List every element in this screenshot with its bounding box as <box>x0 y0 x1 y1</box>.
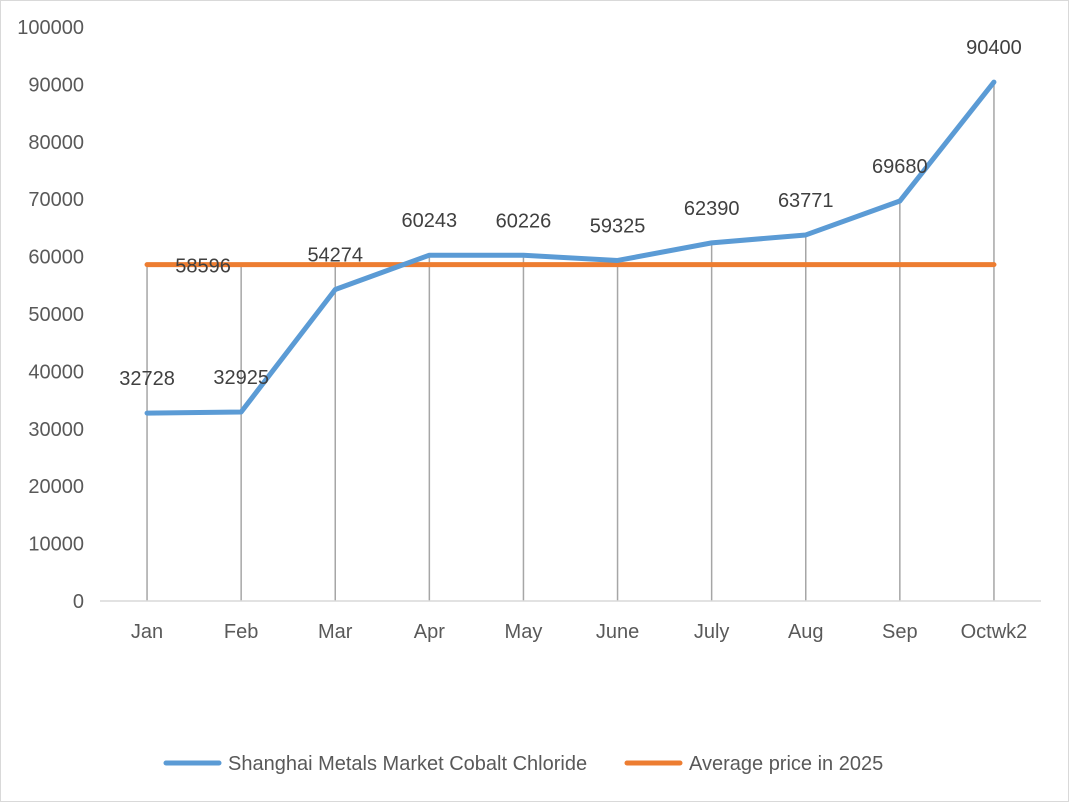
x-tick-label: June <box>596 621 639 643</box>
x-tick-label: Sep <box>882 621 918 643</box>
data-label: 62390 <box>684 198 740 220</box>
y-tick-label: 70000 <box>28 189 84 211</box>
cobalt-chloride-series-line <box>144 79 997 416</box>
y-tick-label: 40000 <box>28 361 84 383</box>
data-label: 54274 <box>307 244 363 266</box>
data-label: 60243 <box>402 210 458 232</box>
drop-lines <box>146 82 995 601</box>
x-tick-label: Feb <box>224 621 258 643</box>
x-tick-label: Apr <box>414 621 445 643</box>
y-tick-label: 30000 <box>28 419 84 441</box>
legend-entry-average-price: Average price in 2025 <box>689 753 883 775</box>
y-tick-label: 0 <box>73 591 84 613</box>
data-label: 69680 <box>872 156 928 178</box>
y-tick-label: 20000 <box>28 476 84 498</box>
average-data-label: 58596 <box>175 256 231 278</box>
y-tick-label: 10000 <box>28 534 84 556</box>
data-label: 59325 <box>590 215 646 237</box>
y-tick-label: 80000 <box>28 132 84 154</box>
x-tick-label: May <box>505 621 543 643</box>
x-tick-label: Aug <box>788 621 824 643</box>
y-tick-label: 50000 <box>28 304 84 326</box>
data-label: 32925 <box>213 367 269 389</box>
data-label: 90400 <box>966 37 1022 59</box>
data-labels: 32728 32925 54274 60243 60226 59325 62390 63771… <box>119 37 1022 390</box>
y-tick-label: 100000 <box>17 17 84 39</box>
x-tick-label: Jan <box>131 621 163 643</box>
y-tick-label: 60000 <box>28 247 84 269</box>
x-tick-label: July <box>694 621 730 643</box>
y-tick-label: 90000 <box>28 74 84 96</box>
data-label: 32728 <box>119 368 175 390</box>
x-tick-label: Octwk2 <box>961 621 1028 643</box>
legend-entry-cobalt-chloride: Shanghai Metals Market Cobalt Chloride <box>228 753 587 775</box>
y-axis-tick-labels: 0 10000 20000 30000 40000 50000 60000 70000 8000… <box>17 17 84 613</box>
legend: Shanghai Metals Market Cobalt Chloride Av… <box>163 753 883 775</box>
x-tick-label: Mar <box>318 621 353 643</box>
data-label: 63771 <box>778 190 834 212</box>
x-axis-tick-labels: Jan Feb Mar Apr May June July Aug Sep Octwk2 <box>131 621 1027 643</box>
series-lines <box>144 79 997 416</box>
data-label: 60226 <box>496 210 552 232</box>
